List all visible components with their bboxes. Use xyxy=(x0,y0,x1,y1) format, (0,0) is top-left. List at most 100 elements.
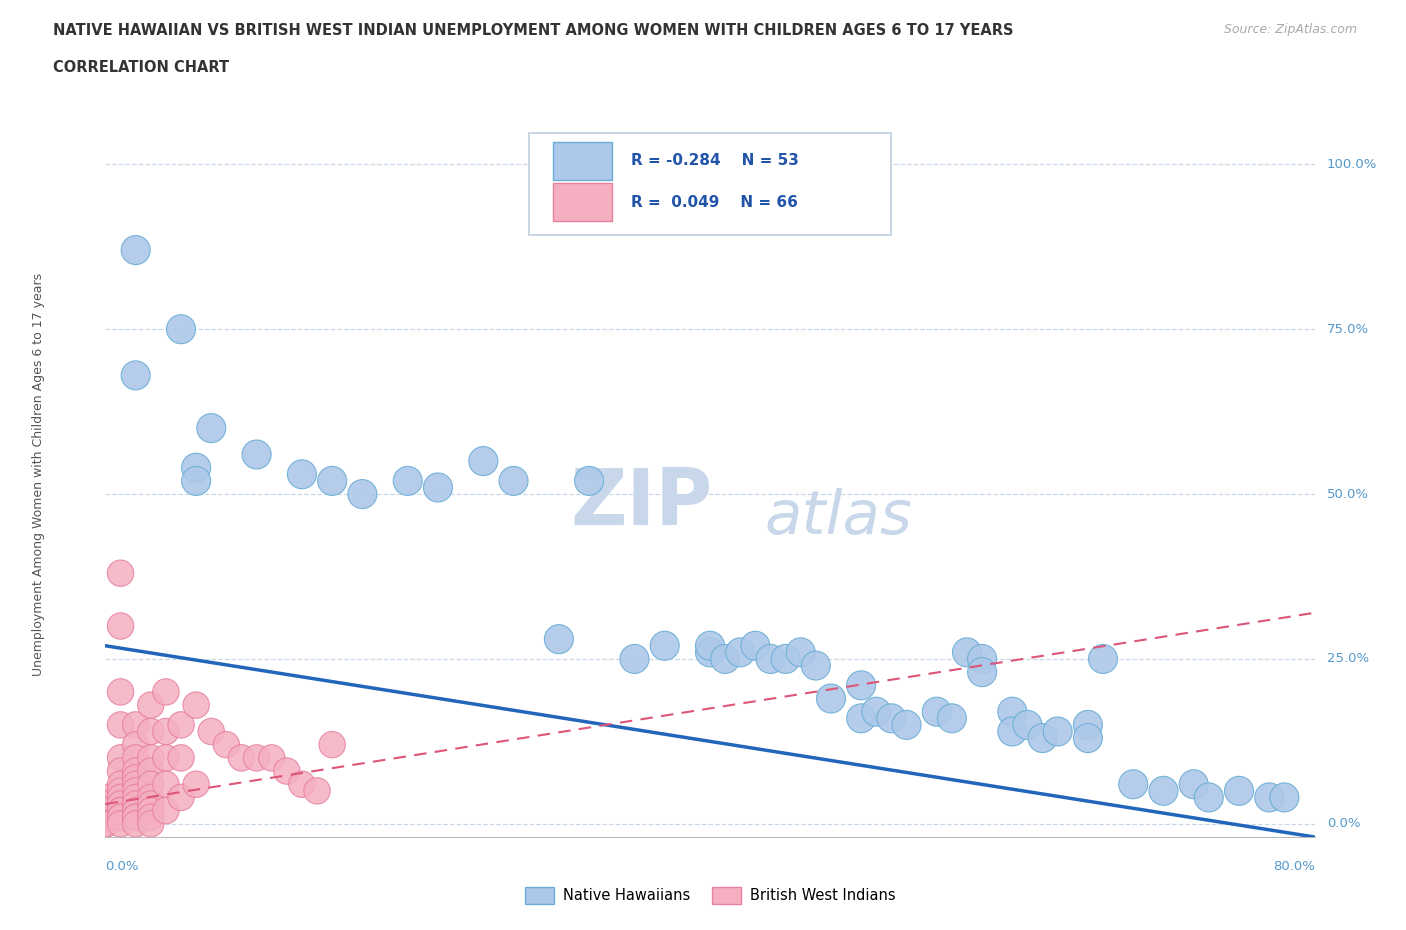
Ellipse shape xyxy=(696,638,724,667)
Ellipse shape xyxy=(93,790,118,817)
FancyBboxPatch shape xyxy=(529,133,891,235)
Ellipse shape xyxy=(107,797,134,824)
Ellipse shape xyxy=(138,804,165,830)
Ellipse shape xyxy=(93,811,118,837)
Ellipse shape xyxy=(138,758,165,784)
Ellipse shape xyxy=(122,804,149,830)
Ellipse shape xyxy=(107,771,134,797)
Ellipse shape xyxy=(121,235,150,265)
Ellipse shape xyxy=(166,314,195,344)
Ellipse shape xyxy=(1088,644,1118,673)
Ellipse shape xyxy=(181,466,211,496)
Ellipse shape xyxy=(952,638,981,667)
Ellipse shape xyxy=(967,658,997,686)
Ellipse shape xyxy=(304,777,330,804)
Ellipse shape xyxy=(318,466,347,496)
Ellipse shape xyxy=(998,717,1026,746)
Ellipse shape xyxy=(107,784,134,811)
Ellipse shape xyxy=(1225,777,1254,805)
Ellipse shape xyxy=(107,811,134,837)
Text: 50.0%: 50.0% xyxy=(1327,487,1368,500)
Ellipse shape xyxy=(243,745,270,771)
Ellipse shape xyxy=(107,560,134,587)
Ellipse shape xyxy=(138,692,165,718)
Ellipse shape xyxy=(167,711,194,738)
Text: 0.0%: 0.0% xyxy=(105,860,139,873)
Ellipse shape xyxy=(122,804,149,830)
Ellipse shape xyxy=(1073,711,1102,739)
Ellipse shape xyxy=(122,811,149,837)
Ellipse shape xyxy=(122,732,149,758)
Text: CORRELATION CHART: CORRELATION CHART xyxy=(53,60,229,75)
Ellipse shape xyxy=(107,711,134,738)
Ellipse shape xyxy=(107,790,134,817)
Ellipse shape xyxy=(650,631,679,660)
Ellipse shape xyxy=(214,732,239,758)
Ellipse shape xyxy=(93,804,118,830)
Ellipse shape xyxy=(347,480,377,509)
Text: 100.0%: 100.0% xyxy=(1327,158,1376,171)
Ellipse shape xyxy=(122,790,149,817)
Ellipse shape xyxy=(288,771,315,797)
Ellipse shape xyxy=(319,732,346,758)
Ellipse shape xyxy=(122,711,149,738)
Ellipse shape xyxy=(93,811,118,837)
Ellipse shape xyxy=(877,704,905,733)
Ellipse shape xyxy=(228,745,254,771)
Ellipse shape xyxy=(107,777,134,804)
Ellipse shape xyxy=(122,797,149,824)
Ellipse shape xyxy=(468,446,498,475)
Ellipse shape xyxy=(153,679,179,705)
Ellipse shape xyxy=(121,361,150,390)
Ellipse shape xyxy=(93,784,118,811)
Ellipse shape xyxy=(846,704,876,733)
Ellipse shape xyxy=(1270,783,1299,812)
Ellipse shape xyxy=(287,459,316,489)
Ellipse shape xyxy=(122,745,149,771)
Ellipse shape xyxy=(167,745,194,771)
Ellipse shape xyxy=(770,644,800,673)
Text: NATIVE HAWAIIAN VS BRITISH WEST INDIAN UNEMPLOYMENT AMONG WOMEN WITH CHILDREN AG: NATIVE HAWAIIAN VS BRITISH WEST INDIAN U… xyxy=(53,23,1014,38)
Ellipse shape xyxy=(1073,724,1102,752)
Text: 80.0%: 80.0% xyxy=(1272,860,1315,873)
Ellipse shape xyxy=(259,745,285,771)
Legend: Native Hawaiians, British West Indians: Native Hawaiians, British West Indians xyxy=(519,881,901,910)
Ellipse shape xyxy=(153,797,179,824)
Ellipse shape xyxy=(153,718,179,745)
Ellipse shape xyxy=(153,771,179,797)
Ellipse shape xyxy=(998,698,1026,726)
Ellipse shape xyxy=(107,613,134,639)
Ellipse shape xyxy=(138,784,165,811)
Ellipse shape xyxy=(741,631,770,660)
Ellipse shape xyxy=(967,644,997,673)
Ellipse shape xyxy=(1254,783,1284,812)
Text: atlas: atlas xyxy=(765,488,912,548)
Ellipse shape xyxy=(93,811,118,837)
Ellipse shape xyxy=(846,671,876,700)
Ellipse shape xyxy=(138,797,165,824)
FancyBboxPatch shape xyxy=(553,183,612,221)
Ellipse shape xyxy=(107,804,134,830)
Ellipse shape xyxy=(138,771,165,797)
Text: 25.0%: 25.0% xyxy=(1327,653,1369,666)
Ellipse shape xyxy=(138,745,165,771)
Ellipse shape xyxy=(197,414,226,443)
Ellipse shape xyxy=(153,745,179,771)
Ellipse shape xyxy=(1119,770,1147,799)
Ellipse shape xyxy=(183,771,209,797)
Ellipse shape xyxy=(394,466,422,496)
Ellipse shape xyxy=(786,638,815,667)
FancyBboxPatch shape xyxy=(553,142,612,179)
Text: R =  0.049    N = 66: R = 0.049 N = 66 xyxy=(631,194,799,210)
Ellipse shape xyxy=(1180,770,1208,799)
Ellipse shape xyxy=(167,784,194,811)
Text: ZIP: ZIP xyxy=(571,465,713,541)
Ellipse shape xyxy=(801,651,831,680)
Text: Unemployment Among Women with Children Ages 6 to 17 years: Unemployment Among Women with Children A… xyxy=(32,272,45,676)
Ellipse shape xyxy=(122,784,149,811)
Ellipse shape xyxy=(274,758,299,784)
Ellipse shape xyxy=(138,811,165,837)
Text: 0.0%: 0.0% xyxy=(1327,817,1360,830)
Text: Source: ZipAtlas.com: Source: ZipAtlas.com xyxy=(1223,23,1357,36)
Ellipse shape xyxy=(544,625,574,654)
